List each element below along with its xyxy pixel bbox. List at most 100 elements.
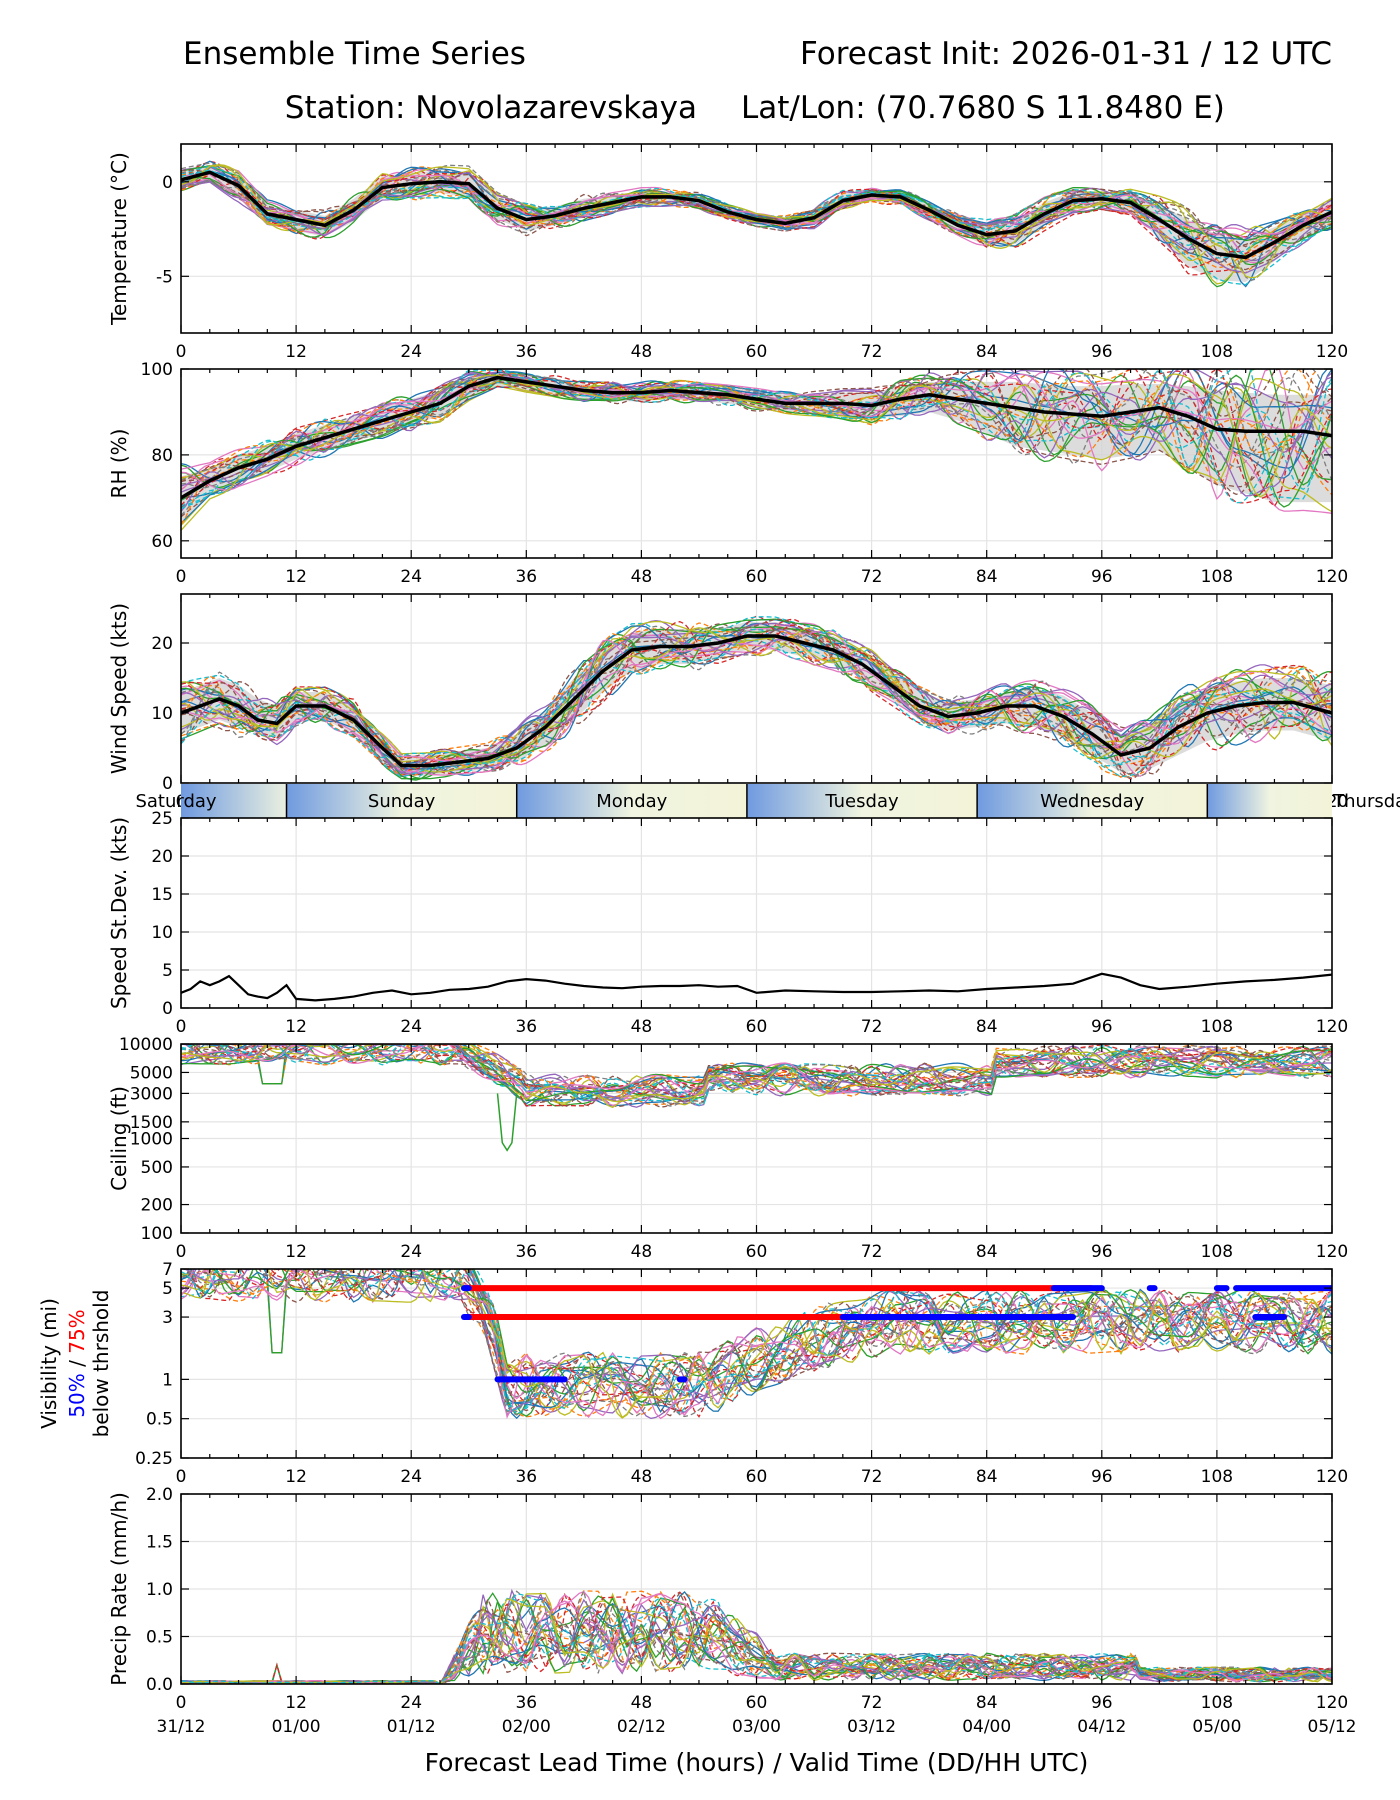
y-tick-label: 1000 <box>130 1130 173 1150</box>
x-tick-label: 60 <box>746 1467 768 1487</box>
member-line <box>181 616 1332 778</box>
x-tick-label: 60 <box>746 1242 768 1262</box>
x-tick-label: 72 <box>861 1693 883 1713</box>
member-line <box>181 1044 1332 1102</box>
x-tick-label: 0 <box>176 1242 187 1262</box>
member-line <box>181 618 1332 761</box>
label-slash: / <box>65 1354 89 1373</box>
plot-area-temperature <box>181 144 1332 333</box>
x-tick-label: 24 <box>400 1242 422 1262</box>
day-segment <box>516 784 747 818</box>
x-tick-label: 108 <box>1201 567 1233 587</box>
x-axis-label: Forecast Lead Time (hours) / Valid Time … <box>425 1748 1089 1777</box>
y-tick-label: 7 <box>162 1260 173 1280</box>
x-tick-label: 12 <box>285 342 307 362</box>
member-line <box>181 166 1332 264</box>
member-line <box>181 1044 1332 1108</box>
y-tick-label: 0 <box>162 173 173 193</box>
day-segment <box>286 784 517 818</box>
plot-area-visibility <box>181 1269 1332 1458</box>
x-tick-label: 84 <box>976 567 998 587</box>
x-tick-label: 60 <box>746 1017 768 1037</box>
day-label: Monday <box>596 791 667 812</box>
member-line <box>181 626 1332 780</box>
x-tick-label: 108 <box>1201 1467 1233 1487</box>
valid-time-label: 31/12 <box>157 1717 206 1737</box>
x-tick-label: 24 <box>400 342 422 362</box>
x-tick-label: 108 <box>1201 1242 1233 1262</box>
y-tick-label: 0.5 <box>146 1628 173 1648</box>
panel-wind_speed: 0122436486072849610812001020Wind Speed (… <box>107 593 1400 818</box>
member-line <box>181 630 1332 777</box>
x-tick-label: 84 <box>976 1467 998 1487</box>
x-tick-label: 36 <box>515 1017 537 1037</box>
x-tick-label: 120 <box>1316 1242 1348 1262</box>
member-line <box>181 167 1332 241</box>
x-tick-label: 96 <box>1091 1693 1113 1713</box>
y-axis-label: Wind Speed (kts) <box>107 603 131 774</box>
valid-time-label: 02/12 <box>617 1717 666 1737</box>
y-tick-label: 25 <box>151 809 173 829</box>
x-tick-label: 72 <box>861 342 883 362</box>
y-tick-label: 1.5 <box>146 1533 173 1553</box>
panel-speed_stdev: 0 12 24 36 48 60 72 84 96 108 120 0 5 10 15 20 25 Speed S… <box>107 809 1348 1037</box>
y-tick-label: 1500 <box>130 1113 173 1133</box>
x-tick-label: 12 <box>285 1693 307 1713</box>
day-label: Tuesday <box>824 791 899 812</box>
valid-time-label: 03/12 <box>847 1717 896 1737</box>
y-axis-label: Visibility (mi) <box>37 1298 61 1429</box>
member-line <box>181 181 1332 251</box>
y-tick-label: 80 <box>151 446 173 466</box>
day-label: Thursday <box>1332 791 1400 812</box>
x-tick-label: 96 <box>1091 1467 1113 1487</box>
y-tick-label: 100 <box>141 1224 173 1244</box>
valid-time-label: 02/00 <box>502 1717 551 1737</box>
plot-area-precip_rate <box>181 1494 1332 1684</box>
day-label: Sunday <box>368 791 436 812</box>
x-tick-label: 36 <box>515 1242 537 1262</box>
x-tick-label: 120 <box>1316 1017 1348 1037</box>
member-line <box>182 1269 1332 1417</box>
y-tick-label: 0.25 <box>135 1449 173 1469</box>
station-label: Station: Novolazarevskaya <box>285 90 697 126</box>
y-tick-label: 1.0 <box>146 1580 173 1600</box>
x-tick-label: 12 <box>285 1017 307 1037</box>
y-tick-label: 2.0 <box>146 1485 173 1505</box>
member-line <box>181 369 1332 525</box>
day-segment <box>1207 784 1332 818</box>
x-tick-label: 84 <box>976 1693 998 1713</box>
member-line <box>181 164 1332 279</box>
label-75-percent: 75% <box>65 1309 89 1353</box>
valid-time-label: 05/00 <box>1192 1717 1241 1737</box>
panel-ceiling: 0 12 24 36 48 60 72 84 96 108 120 100 200 500 10001500… <box>107 1035 1348 1262</box>
member-line <box>181 1044 1332 1107</box>
panel-precip_rate: 0 12 24 36 48 60 72 84 96 108 120 0.0 0.5 1.0 1.5 2.0 Pr… <box>107 1485 1357 1777</box>
y-tick-label: 3000 <box>130 1084 173 1104</box>
stdev-line <box>181 972 1332 1002</box>
y-tick-label: 0.5 <box>146 1410 173 1430</box>
y-axis-label-percent: 50% / 75% <box>65 1309 89 1417</box>
x-tick-label: 108 <box>1201 1017 1233 1037</box>
member-line <box>181 1044 1332 1102</box>
member-line <box>181 1044 1332 1105</box>
y-tick-label: -5 <box>156 267 173 287</box>
y-axis-label: Temperature (°C) <box>107 152 131 326</box>
y-axis-label: RH (%) <box>107 429 131 499</box>
x-tick-label: 72 <box>861 1242 883 1262</box>
x-tick-label: 96 <box>1091 1242 1113 1262</box>
x-tick-label: 84 <box>976 1242 998 1262</box>
x-tick-label: 0 <box>176 567 187 587</box>
x-tick-label: 60 <box>746 567 768 587</box>
x-tick-label: 36 <box>515 567 537 587</box>
y-tick-label: 0 <box>162 999 173 1019</box>
member-line <box>181 369 1332 483</box>
member-line <box>181 1044 1332 1104</box>
member-line <box>181 1269 1332 1417</box>
valid-time-label: 01/00 <box>272 1717 321 1737</box>
x-tick-label: 36 <box>515 1693 537 1713</box>
x-tick-label: 96 <box>1091 567 1113 587</box>
y-tick-label: 20 <box>151 634 173 654</box>
x-tick-label: 108 <box>1201 342 1233 362</box>
